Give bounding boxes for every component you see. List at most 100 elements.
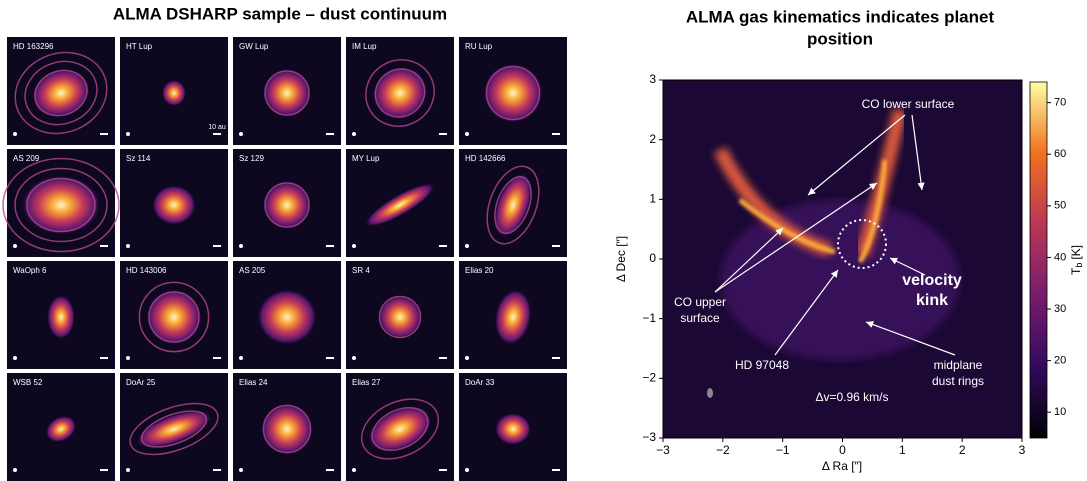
scale-bar: [439, 469, 447, 471]
scale-bar: [326, 245, 334, 247]
annotation: Δv=0.96 km/s: [815, 390, 888, 404]
scale-bar: [439, 133, 447, 135]
disk-ring: [14, 167, 108, 243]
beam: [465, 468, 469, 472]
disk-label: HD 143006: [126, 266, 167, 275]
disk-ring: [365, 59, 435, 127]
beam: [465, 244, 469, 248]
y-tick-label: 0: [649, 251, 656, 265]
disk: [152, 185, 196, 225]
disk: [368, 405, 432, 453]
disk: [47, 295, 75, 339]
disk-label: RU Lup: [465, 42, 493, 51]
y-axis-label: Δ Dec [″]: [614, 236, 628, 282]
disk-label: DoAr 33: [465, 378, 495, 387]
scale-bar: [213, 133, 221, 135]
disk-ring: [264, 182, 310, 228]
x-tick-label: 3: [1019, 443, 1026, 457]
disk-ring: [378, 295, 422, 339]
disk-cell: Sz 114: [120, 149, 228, 257]
disk-cell: HT Lup 10 au: [120, 37, 228, 145]
disk-ring: [26, 177, 96, 233]
annotation: surface: [680, 311, 720, 325]
disk-cell: Sz 129: [233, 149, 341, 257]
annotation: midplane: [934, 358, 983, 372]
disk: [263, 181, 311, 229]
disk: [378, 295, 422, 339]
beam: [126, 132, 130, 136]
disk-label: AS 205: [239, 266, 266, 275]
scale-bar: [100, 357, 108, 359]
beam: [126, 244, 130, 248]
scale-bar: [100, 245, 108, 247]
disk-label: WSB 52: [13, 378, 43, 387]
kink-circle: [837, 219, 887, 269]
y-tick-label: 3: [649, 72, 656, 86]
annotations: CO lower surface CO upper surface HD 97048 v…: [674, 97, 984, 404]
disk: [45, 415, 77, 443]
disk: [261, 403, 313, 455]
x-axis-label: Δ Ra [″]: [822, 459, 862, 473]
disk-cell: DoAr 25: [120, 373, 228, 481]
disk-ring: [140, 410, 208, 448]
beam: [352, 356, 356, 360]
x-tick-label: 0: [839, 443, 846, 457]
disk-label: DoAr 25: [126, 378, 156, 387]
disk-cell: Elias 20: [459, 261, 567, 369]
x-tick-label: −2: [716, 443, 730, 457]
scale-bar: [326, 357, 334, 359]
disk-ring: [360, 398, 440, 460]
colorbar-label-main: T: [1069, 267, 1083, 275]
disk-ring: [14, 51, 108, 135]
disk-cell: Elias 24: [233, 373, 341, 481]
beam: [707, 388, 713, 398]
emission: [857, 159, 888, 264]
scale-bar: [439, 245, 447, 247]
beam: [465, 356, 469, 360]
beam: [13, 132, 17, 136]
scale-bar: [552, 245, 560, 247]
x-tick-label: 1: [899, 443, 906, 457]
scale-bar: [213, 357, 221, 359]
colorbar-tick-label: 30: [1054, 303, 1066, 315]
beam: [352, 468, 356, 472]
disk-cell: RU Lup: [459, 37, 567, 145]
beam: [13, 356, 17, 360]
disk-label: MY Lup: [352, 154, 380, 163]
colorbar: [1029, 81, 1048, 439]
disk-label: HD 163296: [13, 42, 54, 51]
disk: [495, 413, 531, 445]
disk-cell: AS 205: [233, 261, 341, 369]
disk: [136, 410, 212, 448]
y-tick-label: 2: [649, 132, 656, 146]
scale-bar: [439, 357, 447, 359]
disk-grid: HD 163296 HT Lup 10 au GW Lup IM Lup RU Lup AS…: [2, 37, 567, 481]
annotation: kink: [916, 292, 948, 309]
beam: [13, 468, 17, 472]
disk-ring: [262, 404, 312, 454]
colorbar-tick-label: 40: [1054, 251, 1066, 263]
disk-cell: IM Lup: [346, 37, 454, 145]
disk-ring: [2, 157, 120, 253]
annotation: CO upper: [674, 295, 726, 309]
scale-bar: [213, 469, 221, 471]
disk-cell: HD 163296: [7, 37, 115, 145]
beam: [126, 468, 130, 472]
scale-bar: [552, 357, 560, 359]
disk-label: Sz 114: [126, 154, 151, 163]
disk: [483, 63, 543, 123]
disk-ring: [138, 281, 210, 353]
y-tick-label: −1: [642, 311, 656, 325]
beam: [239, 244, 243, 248]
disk-ring: [486, 165, 540, 245]
colorbar-label-sub: b: [1074, 263, 1084, 268]
disk: [372, 66, 428, 120]
disk-label: Elias 24: [239, 378, 268, 387]
colorbar-label-unit: [K]: [1069, 245, 1083, 260]
disk: [31, 68, 91, 118]
beam: [126, 356, 130, 360]
disk: [162, 80, 186, 106]
y-tick-label: −2: [642, 371, 656, 385]
disk-ring: [24, 60, 98, 126]
disk: [494, 289, 532, 345]
